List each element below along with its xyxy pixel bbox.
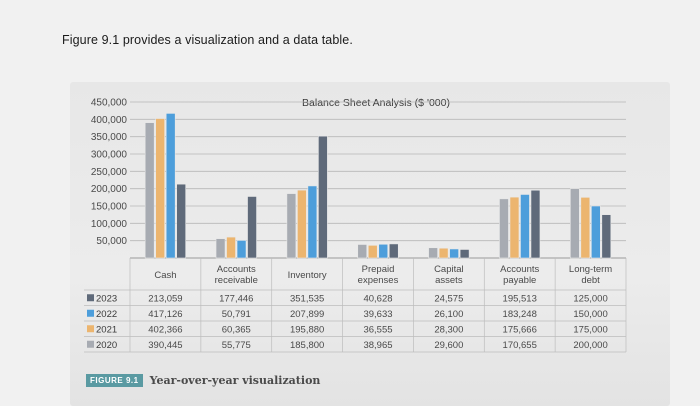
bar-2022-4: [449, 248, 459, 259]
table-cell: 390,445: [148, 340, 182, 351]
gridlines: [130, 101, 626, 259]
table-cell: 183,248: [503, 309, 537, 320]
table-cell: 38,965: [363, 340, 392, 351]
bar-2020-6: [570, 188, 580, 259]
table-cell: 24,575: [434, 293, 463, 304]
figure-caption-text: Year-over-year visualization: [149, 374, 321, 387]
intro-text: Figure 9.1 provides a visualization and …: [62, 33, 353, 47]
bar-2020-3: [357, 244, 368, 259]
category-label: assets: [435, 275, 463, 286]
y-tick-label: 250,000: [91, 167, 128, 178]
bars: [144, 113, 612, 259]
table-cell: 36,555: [363, 324, 392, 335]
bar-2023-3: [388, 243, 399, 259]
table-cell: 175,000: [573, 324, 607, 335]
table-cell: 29,600: [434, 340, 463, 351]
table-cell: 177,446: [219, 293, 253, 304]
y-tick-label: 350,000: [91, 132, 128, 143]
bar-2023-1: [247, 196, 257, 259]
table-cell: 213,059: [148, 293, 182, 304]
table-cell: 417,126: [148, 309, 182, 320]
table-cell: 40,628: [363, 293, 392, 304]
bar-2022-6: [591, 205, 601, 259]
table-cell: 150,000: [573, 309, 607, 320]
table-cell: 50,791: [222, 309, 251, 320]
y-tick-label: 400,000: [91, 115, 128, 126]
bar-2021-3: [367, 245, 378, 259]
bar-2021-2: [297, 189, 307, 259]
bar-chart: Balance Sheet Analysis ($ '000) 50,000 10…: [84, 97, 627, 353]
table-cell: 26,100: [434, 309, 463, 320]
bar-2021-5: [509, 196, 520, 259]
y-tick-label: 200,000: [91, 184, 128, 195]
bar-2020-5: [499, 198, 509, 259]
legend-swatch-2022: [87, 309, 94, 317]
category-label: Accounts: [500, 264, 539, 275]
y-tick-label: 50,000: [96, 236, 127, 247]
table-cell: 402,366: [148, 324, 182, 335]
bar-2023-6: [601, 214, 612, 259]
table-cell: 175,666: [503, 324, 537, 335]
chart-title: Balance Sheet Analysis ($ '000): [302, 97, 450, 109]
bar-2022-0: [165, 113, 176, 259]
bar-2021-4: [438, 247, 449, 259]
bar-2023-0: [176, 183, 186, 259]
legend-swatch-2020: [87, 340, 94, 348]
bar-2022-1: [236, 240, 247, 259]
category-label: payable: [503, 275, 536, 286]
bar-2020-4: [428, 247, 438, 259]
category-label: receivable: [215, 275, 258, 286]
table-cell: 195,880: [290, 324, 324, 335]
legend-label-2023: 2023: [96, 293, 117, 304]
table-cell: 60,365: [222, 324, 251, 335]
table-cell: 195,513: [503, 293, 537, 304]
bar-2022-2: [307, 185, 318, 259]
legend-label-2021: 2021: [96, 324, 117, 335]
table-cell: 55,775: [222, 340, 251, 351]
bar-2023-5: [530, 189, 541, 259]
table-cell: 185,800: [290, 340, 324, 351]
bar-2022-3: [378, 243, 389, 259]
table-cell: 207,899: [290, 309, 324, 320]
y-tick-label: 450,000: [91, 98, 128, 109]
category-label: expenses: [358, 275, 399, 286]
y-axis-ticks: 50,000 100,000 150,000 200,000 250,000 300,00…: [91, 98, 128, 248]
category-label: Capital: [434, 264, 464, 275]
category-label: debt: [581, 275, 600, 286]
category-label: Inventory: [288, 270, 327, 281]
y-tick-label: 100,000: [91, 219, 128, 230]
category-label: Cash: [154, 270, 176, 281]
category-label: Long-term: [569, 264, 612, 275]
bar-2023-4: [459, 249, 470, 259]
legend-swatch-2023: [87, 294, 94, 302]
legend-label-2022: 2022: [96, 309, 117, 320]
bar-2021-1: [226, 236, 236, 259]
table-cell: 28,300: [434, 324, 463, 335]
bar-2022-5: [520, 194, 530, 259]
table-cell: 170,655: [503, 340, 537, 351]
table-cell: 351,535: [290, 293, 324, 304]
y-tick-label: 150,000: [91, 202, 128, 213]
table-cell: 200,000: [573, 340, 607, 351]
legend-swatch-2021: [87, 325, 94, 333]
bar-2020-0: [144, 122, 155, 259]
table-cell: 125,000: [573, 293, 607, 304]
chart-panel: Balance Sheet Analysis ($ '000) 50,000 10…: [70, 82, 670, 406]
bar-2023-2: [318, 135, 328, 259]
bar-2020-2: [286, 193, 297, 259]
legend-label-2020: 2020: [96, 340, 117, 351]
bar-2021-6: [580, 197, 591, 259]
category-label: Prepaid: [362, 264, 395, 275]
bar-2020-1: [215, 238, 226, 259]
y-tick-label: 300,000: [91, 150, 128, 161]
category-label: Accounts: [217, 264, 256, 275]
figure-caption: FIGURE 9.1 Year-over-year visualization: [86, 374, 320, 387]
figure-tag: FIGURE 9.1: [86, 374, 143, 387]
table-cell: 39,633: [363, 309, 392, 320]
bar-2021-0: [155, 118, 165, 259]
